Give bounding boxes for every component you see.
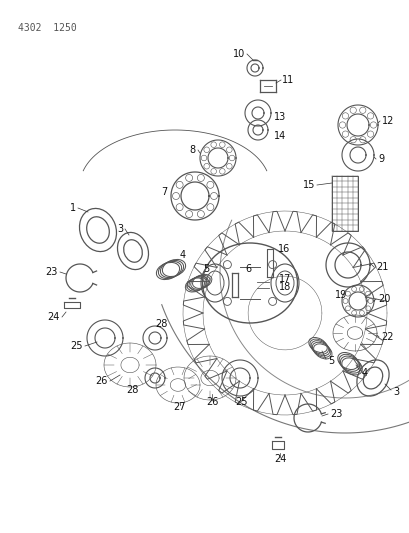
Text: 8: 8 [189,145,196,155]
Text: 20: 20 [377,294,389,304]
Text: 1: 1 [70,203,76,213]
Text: 18: 18 [278,282,290,292]
Text: 4: 4 [180,250,186,260]
Text: 12: 12 [381,116,393,126]
Text: 26: 26 [95,376,108,386]
Text: 25: 25 [235,397,247,407]
Text: 23: 23 [329,409,342,419]
Text: 28: 28 [126,385,139,395]
Text: 24: 24 [273,454,285,464]
Text: 5: 5 [202,264,209,274]
Text: 25: 25 [70,341,83,351]
Text: 24: 24 [47,312,60,322]
Text: 13: 13 [273,112,285,122]
Text: 15: 15 [302,180,314,190]
Text: 28: 28 [155,319,167,329]
Text: 23: 23 [45,267,58,277]
Text: 16: 16 [277,244,290,254]
Text: 10: 10 [232,49,245,59]
Text: 22: 22 [380,332,393,342]
Text: 19: 19 [334,290,346,300]
Text: 26: 26 [205,397,218,407]
Text: 21: 21 [375,262,387,272]
Text: 27: 27 [173,402,186,412]
Text: 11: 11 [281,75,294,85]
Text: 9: 9 [377,154,383,164]
Text: 6: 6 [245,264,250,274]
Text: 14: 14 [273,131,285,141]
Text: 7: 7 [160,187,166,197]
Bar [331,175,357,230]
Text: 4302  1250: 4302 1250 [18,23,76,33]
Text: 3: 3 [392,387,398,397]
Text: 17: 17 [278,274,291,284]
Text: 5: 5 [327,356,333,366]
Text: 3: 3 [117,224,123,234]
Text: 4: 4 [361,368,367,378]
